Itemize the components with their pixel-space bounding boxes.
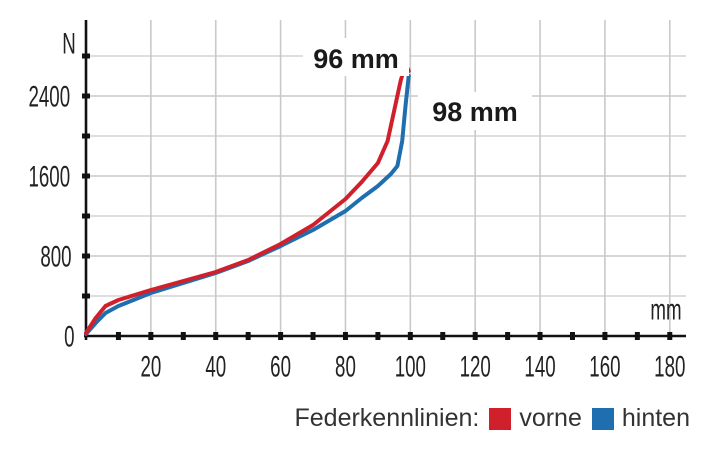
x-tick-60 [278, 332, 284, 340]
y-tick-1200 [82, 213, 90, 219]
axes [82, 20, 686, 340]
x-axis-label: mm [650, 295, 681, 327]
series-group [84, 62, 411, 336]
x-tick-140 [537, 332, 543, 340]
legend-swatch-hinten [591, 407, 614, 430]
legend-swatch-vorne [489, 407, 512, 430]
x-tick-160 [602, 332, 608, 340]
x-tick-70 [310, 332, 316, 340]
x-tick-10 [115, 332, 121, 340]
annotation-bg-hinten [418, 92, 532, 130]
annotation-hinten: 98 mm [432, 97, 518, 127]
y-tick-label-1600: 1600 [28, 162, 70, 194]
x-tick-110 [440, 332, 446, 340]
x-tick-50 [245, 332, 251, 340]
x-tick-label-160: 160 [589, 352, 620, 384]
legend-title: Federkennlinien: [294, 404, 480, 432]
y-tick-400 [82, 293, 90, 299]
legend: Federkennlinien: vorne hinten [294, 404, 690, 433]
x-tick-label-20: 20 [140, 352, 161, 384]
y-tick-label-0: 0 [64, 322, 74, 354]
x-tick-100 [407, 332, 413, 340]
series-line-hinten [84, 74, 411, 336]
x-tick-120 [472, 332, 478, 340]
annotation-bg-vorne [303, 38, 409, 76]
x-tick-label-140: 140 [524, 352, 555, 384]
series-line-vorne [84, 62, 411, 335]
annotations: 96 mm 98 mm [303, 38, 532, 130]
x-tick-150 [569, 332, 575, 340]
legend-label-hinten: hinten [621, 404, 690, 432]
y-tick-2000 [82, 133, 90, 139]
x-tick-label-60: 60 [270, 352, 291, 384]
x-tick-90 [375, 332, 381, 340]
x-tick-40 [213, 332, 219, 340]
tick-labels: 20 40 60 80 100 120 140 160 180 0 800 1600 2400 Nmm [28, 29, 685, 384]
x-tick-label-40: 40 [205, 352, 226, 384]
x-tick-label-120: 120 [460, 352, 491, 384]
y-tick-label-800: 800 [40, 242, 71, 274]
x-tick-label-100: 100 [395, 352, 426, 384]
annotation-vorne: 96 mm [313, 44, 399, 74]
y-tick-1600 [82, 173, 90, 179]
x-tick-label-80: 80 [335, 352, 356, 384]
y-tick-2800 [82, 53, 90, 59]
x-tick-170 [634, 332, 640, 340]
y-tick-2400 [82, 93, 90, 99]
y-tick-800 [82, 253, 90, 259]
x-tick-20 [148, 332, 154, 340]
y-axis-label: N [62, 29, 76, 61]
x-tick-30 [180, 332, 186, 340]
x-tick-80 [342, 332, 348, 340]
legend-label-vorne: vorne [519, 404, 582, 432]
x-tick-label-180: 180 [654, 352, 685, 384]
y-tick-label-2400: 2400 [28, 82, 70, 114]
x-tick-130 [505, 332, 511, 340]
x-tick-180 [667, 332, 673, 340]
